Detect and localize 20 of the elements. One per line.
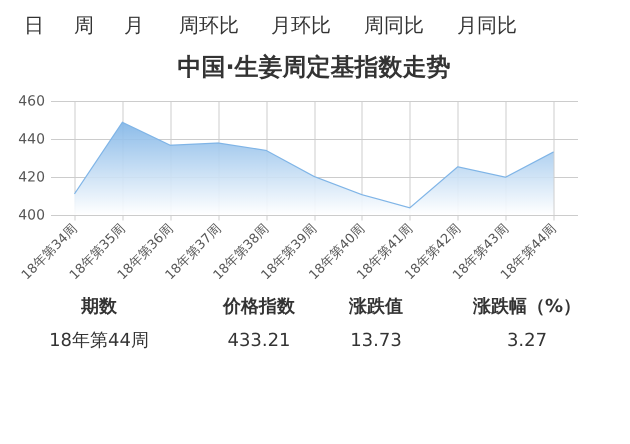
text: 3.27 [506,330,548,351]
text: 月同比 [457,13,517,37]
chart-title: 中国·生姜周定基指数走势 [177,53,451,81]
text: 13.73 [350,330,402,351]
text: 433.21 [228,330,290,351]
text: 期数 [80,296,118,317]
text: 周环比 [179,13,239,37]
text: 18年第44周 [49,330,149,351]
text: 周同比 [364,13,424,37]
text: 价格指数 [222,296,296,317]
text: 涨跌幅（%） [472,296,582,317]
text: 日 [24,13,44,37]
y-tick-label: 460 [18,94,45,110]
text: 月环比 [271,13,331,37]
text: 月 [124,13,144,37]
y-tick-label: 400 [18,208,45,224]
text: 周 [74,13,94,37]
text: 涨跌值 [348,296,403,317]
y-tick-label: 440 [18,132,45,148]
y-tick-label: 420 [18,170,45,186]
